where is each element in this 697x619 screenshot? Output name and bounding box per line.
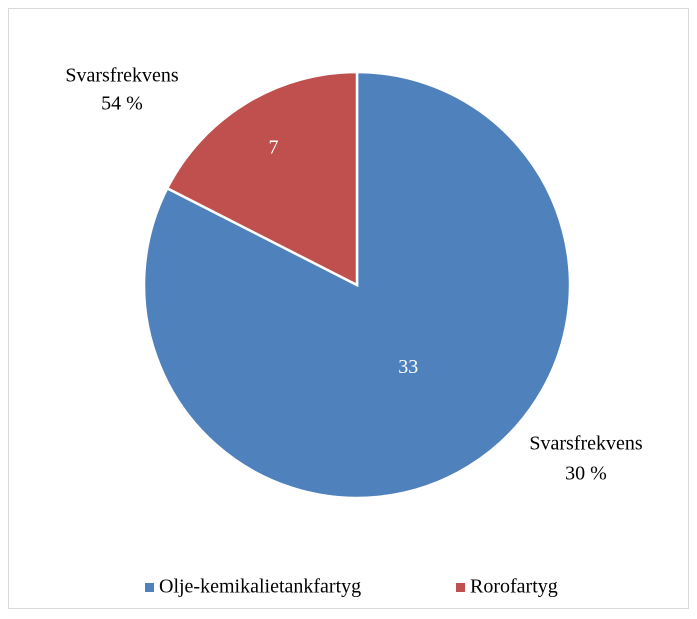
pie-slice [165,70,359,288]
outer-label: Svarsfrekvens [65,65,179,87]
legend-swatch [145,583,154,592]
value-label: 7 [269,136,279,158]
outer-label: Svarsfrekvens [529,433,643,455]
legend-swatch [456,583,465,592]
outer-label: 54 % [101,93,143,115]
value-label: 33 [398,356,418,378]
legend-label: Olje-kemikalietankfartyg [159,576,361,598]
legend-label: Rorofartyg [470,576,558,598]
outer-label: 30 % [565,463,607,485]
